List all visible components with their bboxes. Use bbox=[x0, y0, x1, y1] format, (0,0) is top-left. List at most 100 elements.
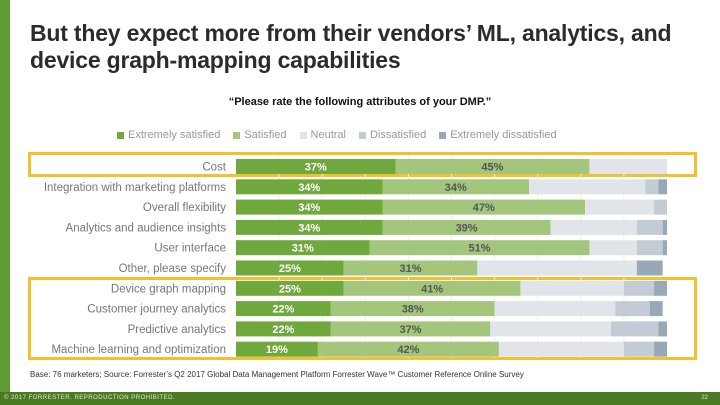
legend-swatch bbox=[439, 131, 447, 139]
category-label: Analytics and audience insights bbox=[66, 222, 227, 234]
bar-segment bbox=[649, 301, 663, 317]
bar-segment bbox=[330, 321, 491, 337]
legend-item: Extremely dissatisfied bbox=[439, 129, 557, 141]
bar-segment bbox=[662, 219, 667, 235]
data-label: 34% bbox=[445, 182, 467, 194]
data-label: 37% bbox=[305, 162, 327, 174]
data-label: 47% bbox=[473, 202, 495, 214]
bar-segment bbox=[236, 341, 318, 357]
category-label: Customer journey analytics bbox=[87, 304, 226, 316]
bar-segment bbox=[330, 301, 495, 317]
bar-segment bbox=[585, 199, 655, 215]
data-label: 38% bbox=[402, 304, 424, 316]
legend-item: Satisfied bbox=[233, 129, 287, 141]
legend-item: Extremely satisfied bbox=[117, 129, 220, 141]
brand-strip bbox=[0, 0, 10, 392]
data-label: 37% bbox=[400, 324, 422, 336]
data-label: 34% bbox=[298, 182, 320, 194]
bar-segment bbox=[623, 341, 655, 357]
bar-segment bbox=[636, 240, 663, 256]
bar-segment bbox=[589, 159, 667, 174]
bar-segment bbox=[636, 219, 663, 235]
legend-swatch bbox=[299, 131, 307, 139]
bar-segment bbox=[395, 159, 590, 174]
legend-item: Dissatisfied bbox=[358, 129, 427, 141]
page-number: 22 bbox=[701, 395, 708, 401]
bar-segment bbox=[236, 219, 383, 235]
bar-segment bbox=[382, 179, 530, 195]
legend-swatch bbox=[117, 131, 124, 139]
source-note: Base: 76 marketers; Source: Forrester’s … bbox=[30, 370, 524, 379]
data-label: 31% bbox=[400, 263, 422, 275]
data-label: 25% bbox=[279, 283, 301, 295]
highlight-box-advanced-capabilities bbox=[28, 277, 697, 360]
bar-segment bbox=[343, 260, 478, 276]
data-label: 22% bbox=[272, 324, 294, 336]
category-label: User interface bbox=[154, 243, 226, 255]
category-label: Device graph mapping bbox=[111, 283, 226, 295]
bar-segment bbox=[343, 280, 521, 296]
bar-segment bbox=[645, 179, 659, 195]
bar-segment bbox=[236, 199, 383, 215]
bar-segment bbox=[317, 341, 499, 357]
data-label: 22% bbox=[272, 304, 294, 316]
category-label: Machine learning and optimization bbox=[51, 344, 226, 356]
data-label: 39% bbox=[456, 222, 478, 234]
bar-segment bbox=[654, 341, 667, 357]
legend-label: Neutral bbox=[310, 129, 346, 141]
slide-title: But they expect more from their vendors’… bbox=[30, 20, 672, 73]
bar-segment bbox=[494, 301, 616, 317]
data-label: 51% bbox=[468, 243, 490, 255]
bar-segment bbox=[589, 240, 637, 256]
bar-segment bbox=[550, 219, 637, 235]
bar-segment bbox=[615, 301, 650, 317]
bar-segment bbox=[658, 179, 667, 195]
bar-segment bbox=[490, 321, 611, 337]
bar-segment bbox=[477, 260, 637, 276]
data-label: 34% bbox=[298, 202, 320, 214]
bar-segment bbox=[236, 179, 383, 195]
category-label: Predictive analytics bbox=[128, 324, 227, 336]
legend-swatch bbox=[358, 131, 366, 139]
bar-segment bbox=[369, 240, 590, 256]
legend-swatch bbox=[233, 131, 241, 139]
bar-segment bbox=[498, 341, 624, 357]
category-label: Other, please specify bbox=[119, 263, 227, 275]
bar-segment bbox=[236, 240, 370, 256]
legend-label: Extremely satisfied bbox=[128, 129, 221, 141]
bar-segment bbox=[236, 301, 331, 317]
bar-segment bbox=[654, 199, 667, 215]
legend-label: Extremely dissatisfied bbox=[450, 129, 557, 141]
bar-segment bbox=[236, 159, 396, 174]
bar-segment bbox=[236, 321, 331, 337]
legend-item: Neutral bbox=[299, 129, 346, 141]
legend-label: Satisfied bbox=[244, 129, 287, 141]
data-label: 45% bbox=[481, 162, 503, 174]
bar-segment bbox=[654, 280, 667, 296]
data-label: 41% bbox=[421, 283, 443, 295]
category-label: Overall flexibility bbox=[143, 202, 226, 214]
bar-segment bbox=[529, 179, 646, 195]
survey-question: “Please rate the following attributes of… bbox=[228, 96, 492, 108]
category-label: Integration with marketing platforms bbox=[44, 182, 226, 194]
bar-segment bbox=[382, 199, 586, 215]
bar-segment bbox=[658, 321, 667, 337]
highlight-box-cost bbox=[28, 152, 697, 177]
bar-segment bbox=[236, 280, 344, 296]
data-label: 25% bbox=[279, 263, 301, 275]
bar-segment bbox=[662, 240, 667, 256]
data-label: 19% bbox=[266, 344, 288, 356]
legend-label: Dissatisfied bbox=[369, 129, 427, 141]
bar-segment bbox=[623, 280, 655, 296]
data-label: 31% bbox=[292, 243, 314, 255]
bar-segment bbox=[610, 321, 659, 337]
data-label: 34% bbox=[298, 222, 320, 234]
category-label: Cost bbox=[202, 162, 226, 174]
copyright: © 2017 FORRESTER. REPRODUCTION PROHIBITE… bbox=[4, 395, 176, 401]
bar-segment bbox=[636, 260, 663, 276]
bar-segment bbox=[382, 219, 551, 235]
data-label: 42% bbox=[397, 344, 419, 356]
bar-segment bbox=[520, 280, 624, 296]
bar-segment bbox=[236, 260, 344, 276]
